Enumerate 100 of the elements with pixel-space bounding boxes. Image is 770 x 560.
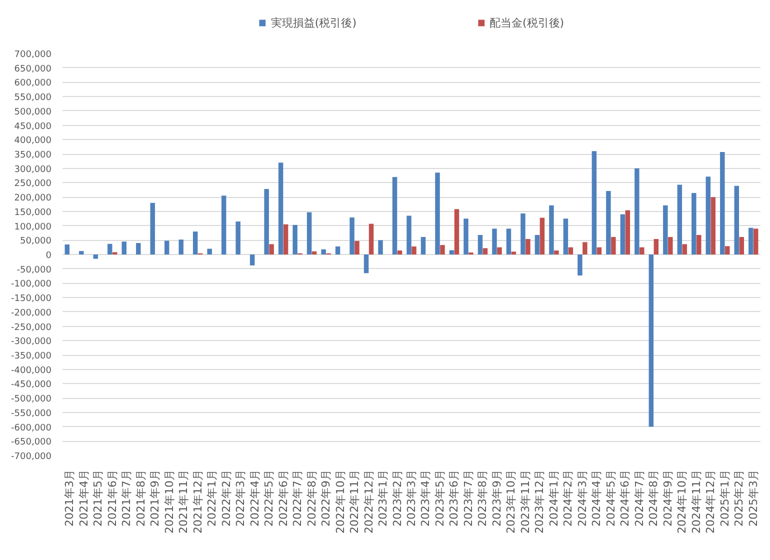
bar	[283, 224, 288, 254]
bar	[178, 240, 184, 254]
y-tick-label: 450,000	[14, 122, 52, 132]
x-tick-label: 2022年1月	[206, 469, 219, 526]
y-tick-label: -200,000	[11, 308, 52, 318]
bar	[620, 214, 626, 254]
x-tick-label: 2022年8月	[305, 469, 318, 526]
bar	[79, 251, 84, 254]
bar	[321, 249, 326, 254]
y-tick-label: 700,000	[14, 50, 52, 60]
bar	[625, 210, 630, 254]
bar	[526, 238, 530, 254]
bar	[221, 196, 226, 254]
y-tick-label: 250,000	[14, 179, 52, 190]
y-tick-label: 350,000	[14, 150, 52, 160]
x-tick-label: 2021年10月	[162, 469, 176, 534]
bar	[364, 254, 369, 274]
x-tick-label: 2023年3月	[405, 469, 418, 526]
x-tick-label: 2023年8月	[476, 469, 490, 526]
x-tick-label: 2023年10月	[504, 469, 518, 534]
bar	[739, 236, 744, 254]
y-tick-label: 650,000	[14, 64, 52, 74]
y-tick-label: -300,000	[11, 337, 52, 348]
bar	[754, 228, 758, 254]
bar	[136, 243, 141, 254]
bar	[420, 236, 426, 254]
bar	[278, 162, 284, 254]
x-tick-label: 2022年2月	[220, 469, 233, 526]
bar	[164, 240, 170, 254]
bar	[406, 216, 412, 254]
bar	[449, 250, 454, 254]
bar	[312, 251, 317, 254]
bar	[292, 224, 298, 254]
legend-label: 実現損益(税引後)	[270, 15, 356, 30]
y-tick-label: 500,000	[14, 107, 52, 118]
y-tick-label: -650,000	[11, 438, 52, 448]
bar	[511, 252, 516, 254]
bar	[236, 221, 240, 254]
bar	[250, 254, 255, 266]
bar	[725, 246, 730, 254]
bar	[412, 246, 416, 254]
bar	[350, 217, 354, 254]
bar	[677, 184, 682, 254]
bar	[540, 218, 545, 254]
x-tick-label: 2022年3月	[234, 469, 248, 526]
bar	[720, 152, 725, 254]
y-tick-label: 400,000	[14, 136, 52, 146]
bar	[122, 242, 126, 254]
x-tick-label: 2022年5月	[262, 469, 276, 526]
x-tick-label: 2023年12月	[533, 469, 546, 534]
x-tick-label: 2024年12月	[704, 469, 718, 534]
bar	[578, 254, 582, 276]
x-tick-label: 2022年10月	[334, 469, 347, 534]
x-tick-label: 2023年6月	[448, 469, 461, 526]
bar	[682, 244, 688, 254]
bar	[482, 248, 488, 254]
y-tick-label: 0	[46, 251, 52, 261]
bar	[269, 244, 274, 254]
x-tick-label: 2021年5月	[92, 469, 105, 526]
bar	[668, 236, 673, 254]
bar	[710, 197, 716, 254]
bar	[150, 202, 155, 254]
y-tick-label: -700,000	[11, 452, 52, 462]
x-tick-label: 2024年3月	[576, 469, 589, 526]
x-tick-label: 2021年12月	[191, 469, 204, 534]
y-tick-label: -50,000	[16, 265, 52, 276]
bar	[397, 250, 402, 254]
bar	[378, 240, 383, 254]
x-tick-label: 2024年8月	[647, 469, 660, 526]
y-tick-label: 300,000	[14, 164, 52, 175]
x-tick-label: 2022年11月	[348, 469, 362, 534]
bar	[596, 247, 602, 254]
y-tick-label: -450,000	[11, 380, 52, 390]
bar	[264, 189, 269, 254]
x-tick-label: 2024年7月	[632, 469, 646, 526]
bar	[706, 176, 711, 254]
y-tick-label: 550,000	[14, 93, 52, 104]
bar	[663, 205, 668, 254]
x-tick-label: 2024年11月	[690, 469, 703, 534]
bar	[392, 176, 398, 254]
bar	[582, 242, 588, 254]
x-tick-label: 2024年10月	[676, 469, 689, 534]
bar	[464, 218, 468, 254]
x-tick-label: 2023年11月	[518, 469, 532, 534]
x-tick-label: 2022年7月	[291, 469, 304, 526]
bar	[640, 247, 644, 254]
y-tick-label: -600,000	[11, 423, 52, 434]
x-tick-label: 2023年7月	[462, 469, 475, 526]
y-tick-label: 100,000	[14, 222, 52, 232]
bar	[497, 247, 502, 254]
bar	[568, 247, 574, 254]
x-tick-label: 2024年9月	[661, 469, 674, 526]
y-tick-label: -150,000	[11, 294, 52, 304]
bar	[606, 191, 611, 254]
x-tick-label: 2021年8月	[134, 469, 148, 526]
y-tick-label: 50,000	[20, 236, 52, 247]
bar	[440, 245, 445, 254]
y-tick-label: 600,000	[14, 78, 52, 89]
bar	[534, 234, 540, 254]
x-tick-label: 2021年7月	[120, 469, 134, 526]
